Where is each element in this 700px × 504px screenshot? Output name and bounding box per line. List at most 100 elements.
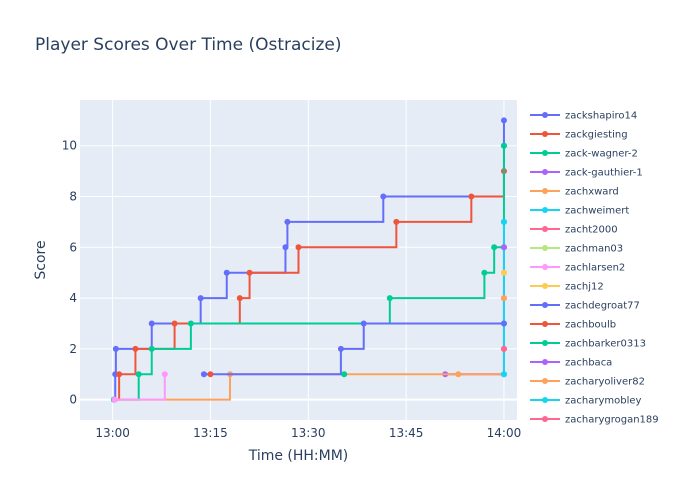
data-point	[337, 345, 344, 352]
legend-item[interactable]: zachweimert	[530, 206, 629, 217]
legend-swatch-marker	[542, 169, 548, 175]
legend-label: zack-gauthier-1	[565, 168, 643, 179]
data-point	[187, 320, 194, 327]
legend-label: zachman03	[565, 244, 623, 255]
legend-item[interactable]: zachbaca	[530, 358, 612, 369]
data-point	[111, 396, 118, 403]
legend-item[interactable]: zackgiesting	[530, 130, 628, 141]
legend-label: zachdegroat77	[565, 301, 640, 312]
data-point	[116, 371, 123, 378]
legend-label: zachweimert	[565, 206, 629, 217]
legend-item[interactable]: zachlarsen2	[530, 263, 625, 274]
series-zacharymobley	[500, 371, 507, 378]
data-point	[295, 244, 302, 251]
legend-label: zachboulb	[565, 320, 616, 331]
legend-label: zachxward	[565, 187, 619, 198]
y-axis-title: Score	[33, 240, 49, 279]
series-zackshapiro14	[110, 117, 507, 403]
legend-item[interactable]: zacharymobley	[530, 396, 642, 407]
data-point	[500, 269, 507, 276]
chart-title: Player Scores Over Time (Ostracize)	[35, 35, 342, 55]
series-line	[114, 171, 505, 401]
data-point	[500, 117, 507, 124]
legend-label: zacharyoliver82	[565, 377, 645, 388]
data-point	[500, 142, 507, 149]
series-layer	[110, 117, 507, 403]
legend-label: zachlarsen2	[565, 263, 625, 274]
data-point	[360, 320, 367, 327]
legend-swatch-marker	[542, 302, 548, 308]
legend-swatch-marker	[542, 188, 548, 194]
data-point	[135, 371, 142, 378]
y-tick-label: 0	[69, 393, 77, 407]
legend-swatch-marker	[542, 378, 548, 384]
legend-swatch-marker	[542, 283, 548, 289]
data-point	[207, 371, 214, 378]
series-line	[114, 374, 166, 401]
legend-swatch-marker	[542, 226, 548, 232]
legend-item[interactable]: zackshapiro14	[530, 111, 637, 122]
series-zachboulb	[207, 371, 214, 378]
data-point	[161, 371, 168, 378]
data-point	[148, 320, 155, 327]
x-tick-label: 13:15	[193, 426, 228, 440]
data-point	[197, 295, 204, 302]
axis-ticks: 13:00 13:15 13:30 13:45 14:00 0 2 4 6 8 10	[62, 139, 522, 440]
data-point	[500, 218, 507, 225]
legend-swatch-marker	[542, 131, 548, 137]
legend-item[interactable]: zachman03	[530, 244, 623, 255]
legend-item[interactable]: zack-gauthier-1	[530, 168, 643, 179]
y-tick-label: 10	[62, 139, 77, 153]
legend-item[interactable]: zachj12	[530, 282, 604, 293]
legend-item[interactable]: zachbarker0313	[530, 339, 646, 350]
data-point	[236, 295, 243, 302]
series-zachdegroat77	[200, 320, 507, 378]
x-tick-label: 13:45	[389, 426, 424, 440]
series-zacharyoliver82	[500, 295, 507, 302]
legend-item[interactable]: zacharyoliver82	[530, 377, 645, 388]
y-tick-label: 6	[69, 240, 77, 254]
series-line	[113, 145, 505, 401]
series-zachlarsen2	[111, 371, 168, 403]
legend-swatch-marker	[542, 321, 548, 327]
data-point	[132, 345, 139, 352]
data-point	[200, 371, 207, 378]
data-point	[112, 345, 119, 352]
x-tick-label: 13:00	[95, 426, 130, 440]
legend-swatch-marker	[542, 416, 548, 422]
series-zacharygrogan189	[500, 345, 507, 352]
legend-item[interactable]: zachdegroat77	[530, 301, 640, 312]
legend-swatch-marker	[542, 340, 548, 346]
legend-swatch-marker	[542, 359, 548, 365]
legend[interactable]: zackshapiro14 zackgiesting zack-wagner-2 za…	[530, 111, 659, 426]
legend-item[interactable]: zacharygrogan189	[530, 415, 659, 426]
x-tick-label: 13:30	[291, 426, 326, 440]
legend-label: zachj12	[565, 282, 604, 293]
x-axis-title: Time (HH:MM)	[248, 448, 349, 464]
legend-item[interactable]: zachboulb	[530, 320, 616, 331]
data-point	[284, 218, 291, 225]
data-point	[500, 320, 507, 327]
legend-swatch-marker	[542, 112, 548, 118]
legend-item[interactable]: zack-wagner-2	[530, 149, 638, 160]
legend-label: zackshapiro14	[565, 111, 637, 122]
y-tick-label: 4	[69, 291, 77, 305]
data-point	[386, 295, 393, 302]
y-tick-label: 2	[69, 342, 77, 356]
data-point	[393, 218, 400, 225]
y-tick-label: 8	[69, 190, 77, 204]
series-line	[203, 322, 504, 376]
series-line	[113, 120, 505, 401]
legend-item[interactable]: zacht2000	[530, 225, 618, 236]
data-point	[500, 244, 507, 251]
x-tick-label: 14:00	[487, 426, 522, 440]
legend-swatch-marker	[542, 397, 548, 403]
legend-label: zacht2000	[565, 225, 618, 236]
data-point	[468, 193, 475, 200]
data-point	[455, 371, 462, 378]
legend-swatch-marker	[542, 207, 548, 213]
legend-label: zachbarker0313	[565, 339, 646, 350]
legend-item[interactable]: zachxward	[530, 187, 619, 198]
data-point	[341, 371, 348, 378]
